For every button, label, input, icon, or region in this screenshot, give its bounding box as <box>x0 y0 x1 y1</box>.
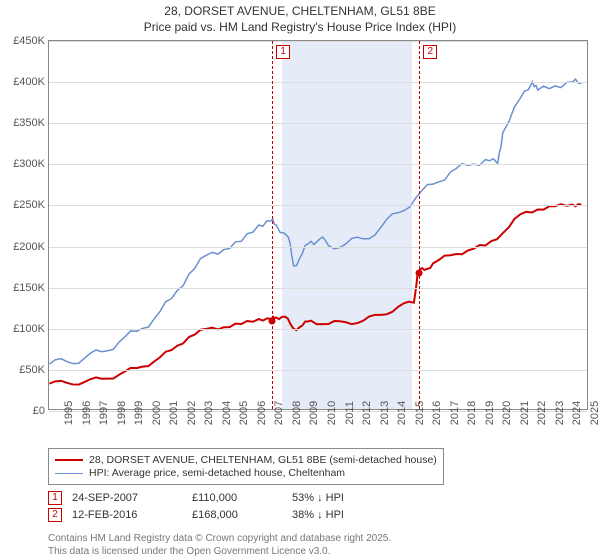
legend-row: HPI: Average price, semi-detached house,… <box>55 467 437 479</box>
y-gridline <box>49 247 587 248</box>
y-gridline <box>49 164 587 165</box>
sale-delta: 53% ↓ HPI <box>292 492 344 504</box>
chart-container: 28, DORSET AVENUE, CHELTENHAM, GL51 8BE … <box>0 0 600 560</box>
title-line2: Price paid vs. HM Land Registry's House … <box>0 20 600 36</box>
y-axis-label: £0 <box>33 405 45 417</box>
y-gridline <box>49 329 587 330</box>
legend-label: HPI: Average price, semi-detached house,… <box>89 467 345 479</box>
sale-marker-line <box>272 41 273 409</box>
chart-title: 28, DORSET AVENUE, CHELTENHAM, GL51 8BE … <box>0 0 600 35</box>
y-axis-label: £300K <box>13 158 45 170</box>
footer-text: Contains HM Land Registry data © Crown c… <box>48 532 391 558</box>
footer-line2: This data is licensed under the Open Gov… <box>48 545 391 558</box>
sale-date: 24-SEP-2007 <box>72 492 192 504</box>
sale-price: £168,000 <box>192 509 292 521</box>
sale-row-marker: 2 <box>48 508 62 522</box>
sale-price: £110,000 <box>192 492 292 504</box>
y-gridline <box>49 123 587 124</box>
sale-marker-box: 1 <box>276 45 290 59</box>
sale-delta: 38% ↓ HPI <box>292 509 344 521</box>
y-axis-label: £450K <box>13 35 45 47</box>
legend-swatch <box>55 473 83 474</box>
x-axis-label: 2025 <box>575 401 600 425</box>
legend-label: 28, DORSET AVENUE, CHELTENHAM, GL51 8BE … <box>89 454 437 466</box>
y-gridline <box>49 41 587 42</box>
legend-swatch <box>55 459 83 461</box>
series-hpi <box>49 79 581 364</box>
plot-area: £0£50K£100K£150K£200K£250K£300K£350K£400… <box>48 40 588 410</box>
y-axis-label: £250K <box>13 199 45 211</box>
y-gridline <box>49 370 587 371</box>
y-axis-label: £50K <box>19 364 45 376</box>
legend: 28, DORSET AVENUE, CHELTENHAM, GL51 8BE … <box>48 448 444 485</box>
y-axis-label: £200K <box>13 241 45 253</box>
sale-marker-dot <box>269 317 276 324</box>
legend-row: 28, DORSET AVENUE, CHELTENHAM, GL51 8BE … <box>55 454 437 466</box>
y-axis-label: £350K <box>13 117 45 129</box>
sale-row: 2 12-FEB-2016£168,00038% ↓ HPI <box>48 508 344 522</box>
sale-marker-line <box>419 41 420 409</box>
sales-table: 1 24-SEP-2007£110,00053% ↓ HPI 2 12-FEB-201… <box>48 488 344 525</box>
sale-row: 1 24-SEP-2007£110,00053% ↓ HPI <box>48 491 344 505</box>
sale-marker-dot <box>416 269 423 276</box>
y-gridline <box>49 205 587 206</box>
y-axis-label: £400K <box>13 76 45 88</box>
series-property <box>49 204 581 385</box>
y-axis-label: £100K <box>13 323 45 335</box>
y-axis-label: £150K <box>13 282 45 294</box>
sale-date: 12-FEB-2016 <box>72 509 192 521</box>
footer-line1: Contains HM Land Registry data © Crown c… <box>48 532 391 545</box>
sale-row-marker: 1 <box>48 491 62 505</box>
sale-marker-box: 2 <box>423 45 437 59</box>
y-gridline <box>49 288 587 289</box>
chart-lines <box>49 41 587 409</box>
y-gridline <box>49 82 587 83</box>
title-line1: 28, DORSET AVENUE, CHELTENHAM, GL51 8BE <box>0 4 600 20</box>
